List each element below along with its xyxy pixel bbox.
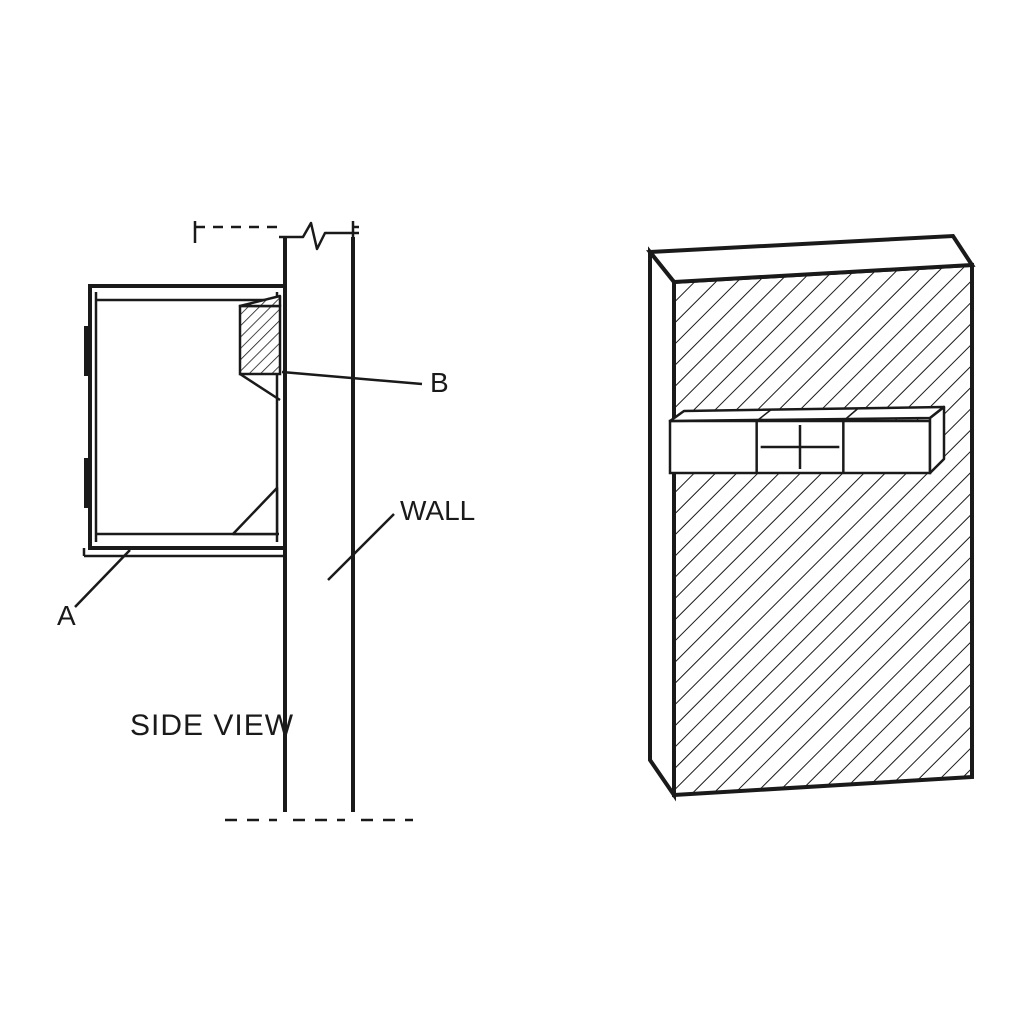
side-view-group: A B WALL SIDE VIEW (57, 221, 475, 820)
side-view-title: SIDE VIEW (130, 709, 294, 742)
perspective-group (650, 236, 972, 795)
label-a: A (57, 600, 76, 631)
label-wall: WALL (400, 495, 475, 526)
label-b: B (430, 367, 449, 398)
